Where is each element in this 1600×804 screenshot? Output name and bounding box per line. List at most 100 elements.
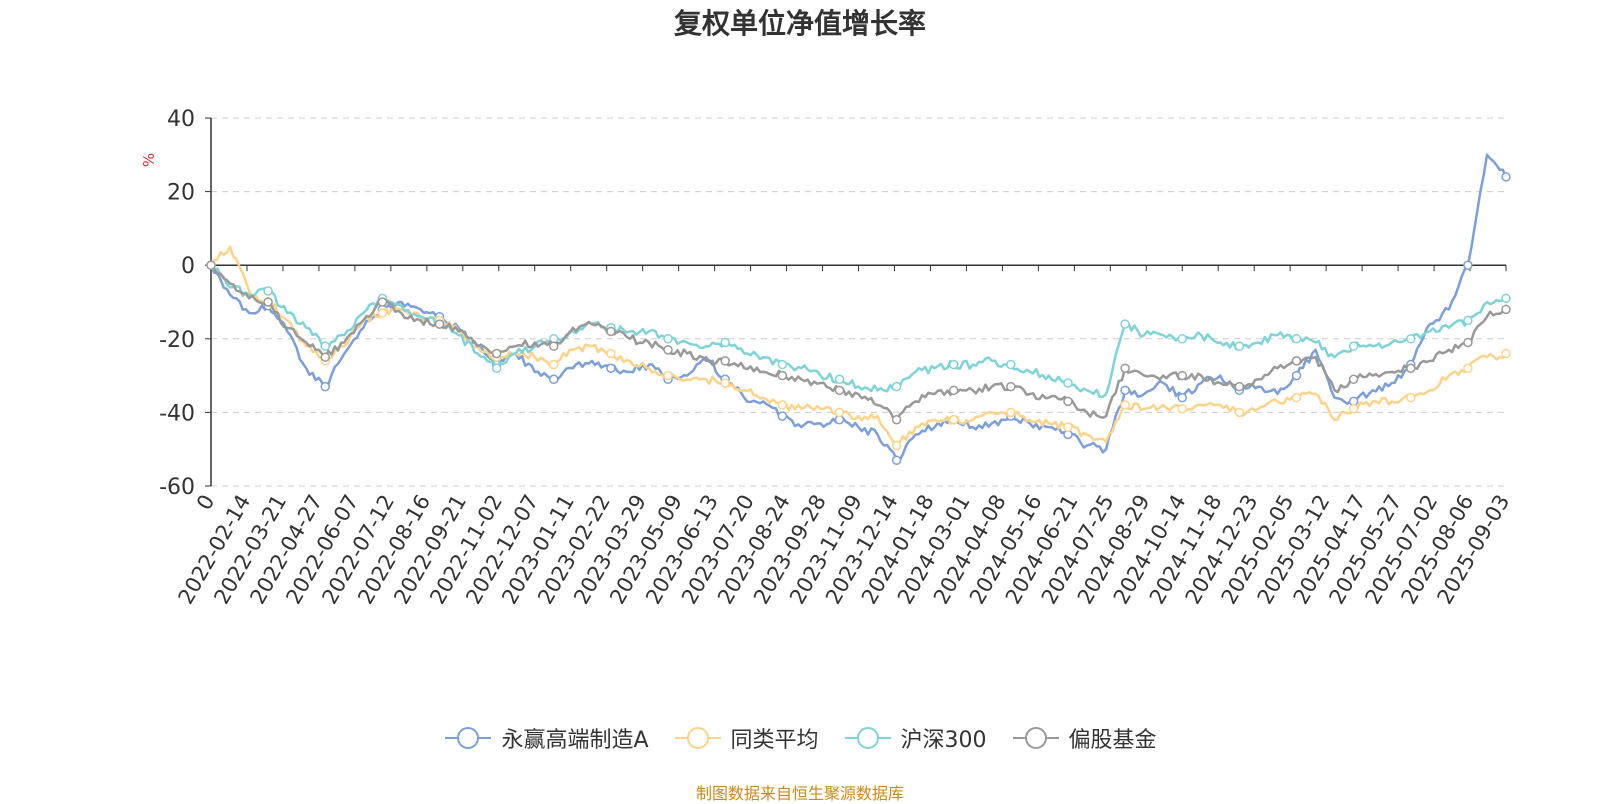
series-point (1063, 378, 1073, 388)
series-point (777, 370, 788, 381)
series-point (549, 341, 559, 351)
legend-label: 永赢高端制造A (501, 728, 649, 753)
series-point (1006, 381, 1016, 392)
series-point (1501, 172, 1511, 182)
series-point (1406, 363, 1416, 373)
series-point (1234, 381, 1245, 392)
series-line (209, 264, 1507, 398)
series-point (777, 411, 788, 421)
legend-item[interactable]: 沪深300 (843, 722, 987, 754)
series-point (320, 341, 331, 351)
series-point (1120, 319, 1130, 329)
series-point (1234, 341, 1245, 351)
series-point (549, 359, 559, 370)
x-tick-label: 0 (192, 491, 219, 515)
series-point (720, 356, 730, 366)
series-point (434, 319, 445, 329)
legend-label: 沪深300 (900, 728, 987, 753)
series-point (1120, 363, 1130, 373)
series-point (834, 407, 845, 418)
series-point (1291, 392, 1302, 403)
series-point (320, 352, 331, 362)
legend-symbol-icon (1012, 727, 1059, 749)
series-point (663, 370, 673, 381)
series-point (663, 345, 673, 355)
series-point (1291, 334, 1302, 344)
series-point (263, 286, 273, 296)
series-point (1348, 403, 1359, 414)
series-point (1463, 260, 1473, 270)
series-point (206, 260, 216, 270)
series-point (891, 381, 902, 392)
y-tick-label: 40 (167, 107, 195, 132)
y-tick-label: 20 (167, 181, 195, 206)
series-point (1463, 337, 1473, 348)
series-point (1501, 304, 1511, 315)
series-point (1501, 348, 1511, 359)
y-tick-label: -60 (159, 475, 195, 500)
series-point (1177, 334, 1187, 344)
y-tick-label: -20 (159, 328, 195, 353)
series-point (377, 297, 388, 307)
legend-symbol-icon (674, 727, 721, 749)
series-point (491, 363, 502, 373)
series-point (777, 359, 788, 370)
series-point (1006, 359, 1016, 370)
chart-title: 复权单位净值增长率 (673, 7, 926, 40)
series-point (263, 297, 273, 307)
legend-symbol-icon (844, 727, 891, 749)
axes: 40200-20-40-6002022-02-142022-03-212022-… (159, 107, 1514, 608)
series-point (720, 337, 730, 348)
series-point (606, 363, 616, 373)
legend-symbol-icon (445, 727, 492, 749)
series-lines (206, 153, 1511, 465)
series-point (1063, 422, 1073, 432)
series-point (777, 400, 788, 410)
series-line (210, 264, 1507, 422)
legend-label: 同类平均 (730, 728, 819, 753)
series-point (1006, 407, 1016, 418)
legend-item[interactable]: 同类平均 (673, 722, 819, 754)
series-point (1463, 363, 1473, 373)
series-point (1063, 396, 1073, 407)
series-point (891, 455, 902, 465)
legend: 永赢高端制造A 同类平均 沪深300 偏股基金 (0, 722, 1600, 754)
series-point (1177, 370, 1187, 381)
series-point (948, 415, 959, 425)
series-point (891, 415, 902, 425)
series-point (1177, 392, 1187, 403)
series-line (209, 153, 1508, 462)
series-point (1291, 370, 1302, 381)
series-point (377, 308, 388, 318)
series-point (1291, 356, 1302, 366)
y-axis-label: % (140, 153, 158, 167)
series-point (491, 348, 502, 359)
series-point (720, 378, 730, 388)
series-point (1348, 374, 1359, 385)
series-point (320, 381, 331, 392)
series-point (1463, 315, 1473, 326)
series-point (948, 385, 959, 396)
y-tick-label: -40 (159, 401, 195, 426)
legend-label: 偏股基金 (1068, 728, 1157, 753)
series-point (834, 385, 845, 396)
series-point (606, 326, 616, 337)
series-point (1406, 392, 1416, 403)
source-note: 制图数据来自恒生聚源数据库 (695, 784, 904, 803)
series-point (549, 374, 559, 385)
series-point (891, 440, 902, 451)
series-point (1120, 385, 1130, 396)
series-point (1120, 400, 1130, 410)
series-point (1406, 334, 1416, 344)
series-point (1234, 407, 1245, 418)
legend-item[interactable]: 偏股基金 (1011, 722, 1157, 754)
legend-item[interactable]: 永赢高端制造A (443, 722, 649, 754)
y-tick-label: 0 (181, 254, 195, 279)
series-point (1177, 403, 1187, 414)
gridlines (211, 117, 1506, 487)
series-point (663, 334, 673, 344)
series-point (948, 359, 959, 370)
series-point (606, 348, 616, 359)
series-point (1348, 341, 1359, 351)
